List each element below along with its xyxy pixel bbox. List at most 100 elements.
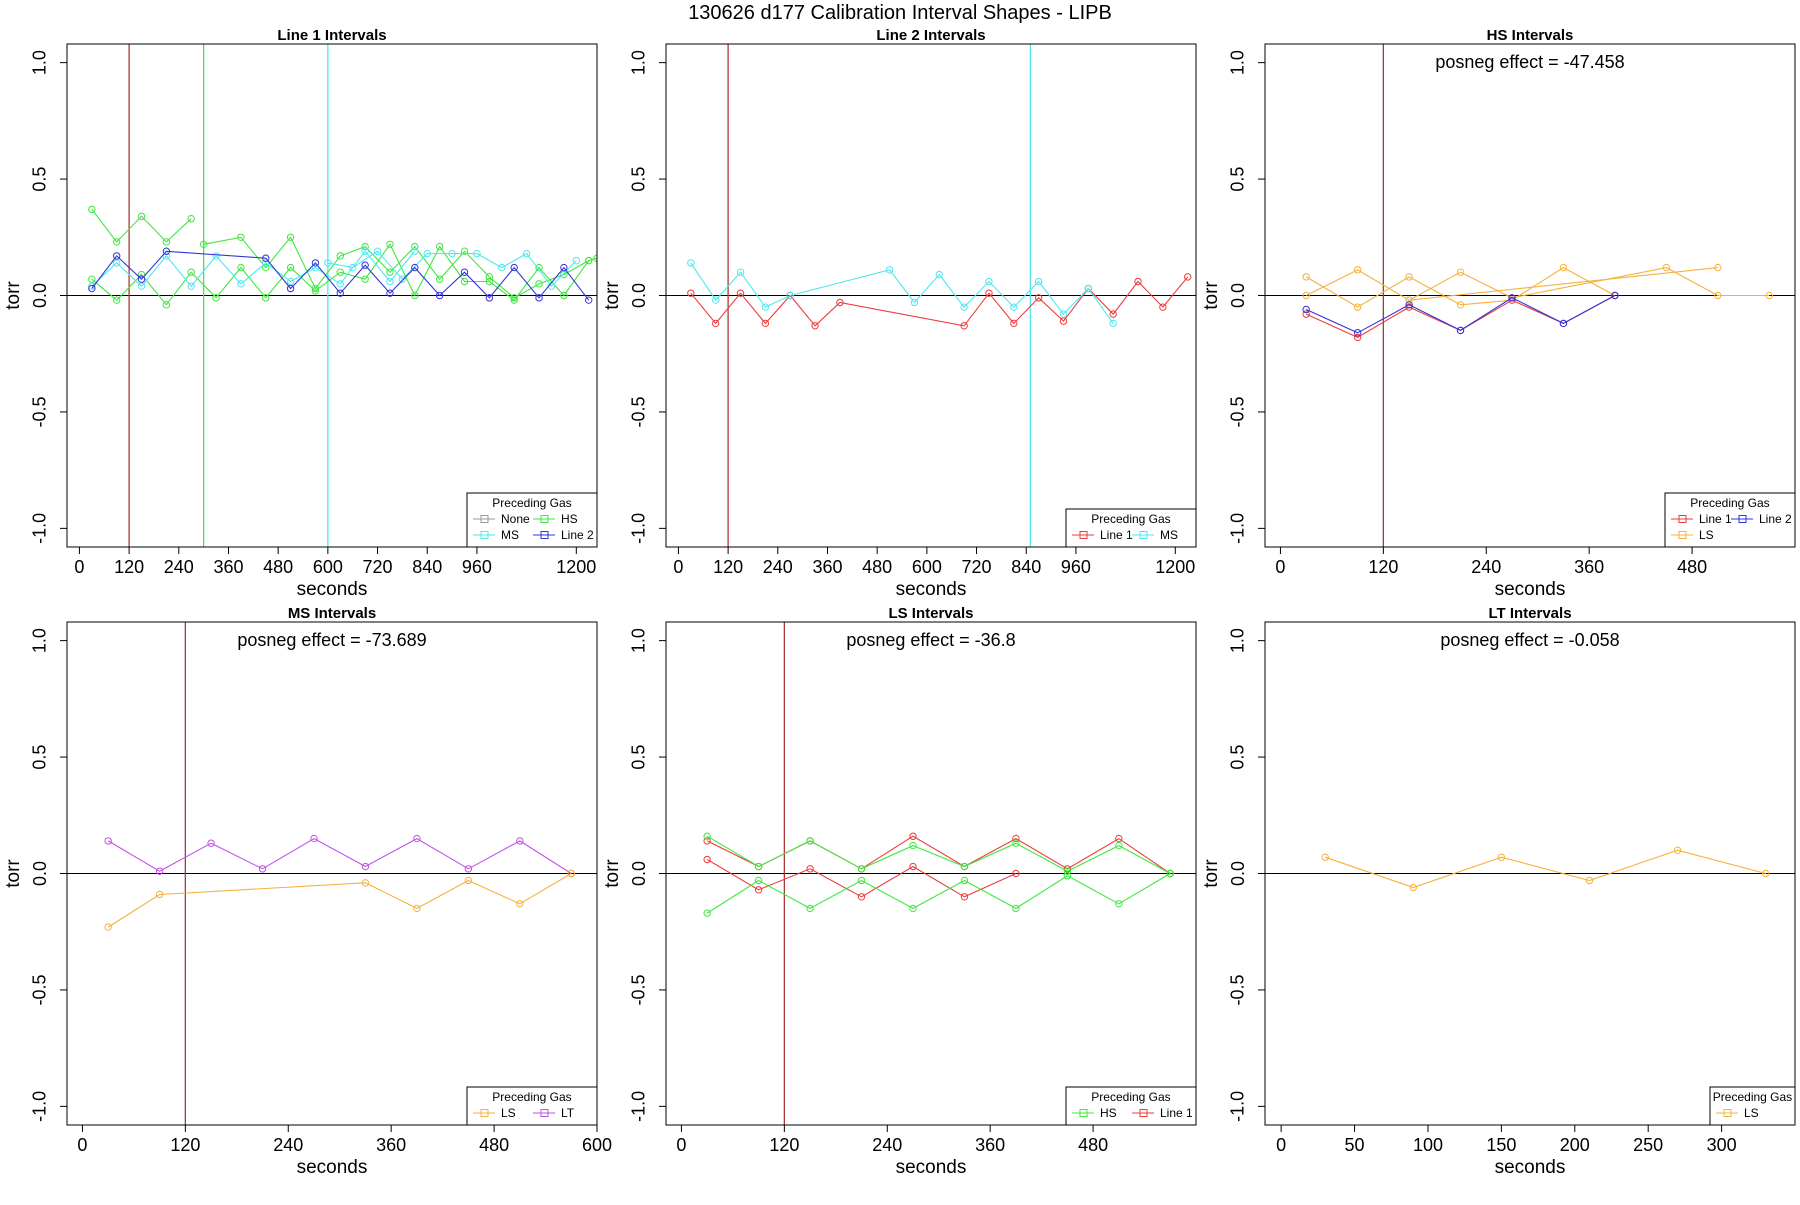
data-point xyxy=(1302,291,1310,300)
legend: Preceding Gas HS Line 1 xyxy=(1065,1086,1197,1126)
series-line-ms xyxy=(91,250,416,288)
series-line-line-1 xyxy=(690,276,1189,327)
data-point xyxy=(361,879,370,887)
series-line-hs xyxy=(203,236,589,299)
data-point xyxy=(1585,876,1594,885)
plot-area xyxy=(703,622,1174,1125)
data-point xyxy=(262,254,270,262)
y-tick-label: -1.0 xyxy=(629,1091,649,1122)
legend-title: Preceding Gas xyxy=(492,1090,571,1104)
data-point xyxy=(1353,333,1362,342)
x-tick-label: 960 xyxy=(1061,557,1091,577)
data-point xyxy=(386,277,394,286)
data-point xyxy=(187,214,195,223)
x-tick-label: 200 xyxy=(1560,1135,1590,1155)
data-point xyxy=(960,322,968,330)
legend-title: Preceding Gas xyxy=(1091,1090,1170,1104)
data-point xyxy=(460,247,469,255)
y-tick-label: -1.0 xyxy=(629,513,649,544)
posneg-annotation: posneg effect = -73.689 xyxy=(237,630,426,650)
data-point xyxy=(187,268,195,276)
x-tick-label: 600 xyxy=(582,1135,612,1155)
data-point xyxy=(786,291,794,300)
data-point xyxy=(1353,303,1362,311)
y-tick-label: -1.0 xyxy=(1228,1091,1248,1122)
series-line-hs xyxy=(91,208,192,243)
data-point xyxy=(1405,296,1413,304)
x-tick-label: 360 xyxy=(975,1135,1005,1155)
chart-title: LT Intervals xyxy=(1488,605,1571,622)
x-tick-label: 480 xyxy=(862,557,892,577)
data-point xyxy=(1034,294,1043,302)
data-point xyxy=(361,275,369,283)
y-axis-label: torr xyxy=(1201,281,1222,310)
data-point xyxy=(411,291,419,300)
data-point xyxy=(485,277,494,286)
data-point xyxy=(909,841,917,850)
legend-entry-label: None xyxy=(501,512,530,526)
data-point xyxy=(806,865,814,873)
data-point xyxy=(535,280,543,288)
data-point xyxy=(464,865,473,873)
data-point xyxy=(1673,846,1682,854)
data-point xyxy=(361,261,369,269)
data-point xyxy=(373,247,382,255)
legend-title: Preceding Gas xyxy=(1690,496,1769,510)
chart-panel-5: LS Intervals 0 120 240 360 480 -1.0 -0.5 0.0 0.5 1… xyxy=(602,605,1197,1178)
data-point xyxy=(137,212,146,221)
x-axis-label: seconds xyxy=(1495,1157,1566,1178)
x-tick-label: 250 xyxy=(1633,1135,1663,1155)
y-tick-label: 1.0 xyxy=(629,628,649,653)
data-point xyxy=(736,289,745,297)
series-line-lt xyxy=(107,837,572,874)
data-point xyxy=(1353,329,1362,337)
data-point xyxy=(1559,263,1568,272)
y-axis-label: torr xyxy=(602,859,623,888)
data-point xyxy=(1714,263,1722,272)
x-tick-label: 360 xyxy=(213,557,243,577)
data-point xyxy=(1611,291,1619,300)
chart-title: LS Intervals xyxy=(888,605,973,622)
data-point xyxy=(104,837,112,845)
data-point xyxy=(687,259,695,267)
data-point xyxy=(212,252,220,260)
data-point xyxy=(1405,301,1413,309)
data-point xyxy=(811,322,819,330)
data-point xyxy=(711,296,720,304)
data-point xyxy=(361,247,369,255)
data-point xyxy=(258,865,267,873)
legend-box xyxy=(1664,492,1796,548)
data-point xyxy=(935,270,943,279)
data-point xyxy=(1184,273,1192,281)
data-point xyxy=(560,291,568,300)
data-point xyxy=(112,238,121,246)
x-tick-label: 120 xyxy=(713,557,743,577)
data-point xyxy=(1405,273,1413,281)
legend-swatch-marker xyxy=(1723,1109,1732,1117)
x-tick-label: 0 xyxy=(77,1135,87,1155)
chart-title: MS Intervals xyxy=(288,605,376,622)
y-tick-label: 0.0 xyxy=(1228,283,1248,308)
data-point xyxy=(572,256,580,265)
data-point xyxy=(104,923,112,931)
x-tick-label: 0 xyxy=(1276,1135,1286,1155)
legend: Preceding Gas LS LT xyxy=(466,1086,598,1126)
data-point xyxy=(311,259,320,267)
data-point xyxy=(806,837,814,845)
data-point xyxy=(560,263,568,272)
data-point xyxy=(349,263,357,272)
data-point xyxy=(1084,284,1093,293)
data-point xyxy=(960,893,969,901)
data-point xyxy=(1409,883,1417,892)
data-point xyxy=(754,862,763,871)
y-tick-label: -0.5 xyxy=(30,974,50,1005)
data-point xyxy=(1109,310,1117,318)
series-line-ls xyxy=(1305,267,1770,301)
y-axis-label: torr xyxy=(3,859,24,888)
y-axis-label: torr xyxy=(1201,859,1222,888)
data-point xyxy=(1012,904,1020,913)
x-tick-label: 360 xyxy=(812,557,842,577)
y-tick-label: -1.0 xyxy=(30,513,50,544)
y-tick-label: 1.0 xyxy=(30,50,50,75)
plot-area xyxy=(104,622,575,1125)
